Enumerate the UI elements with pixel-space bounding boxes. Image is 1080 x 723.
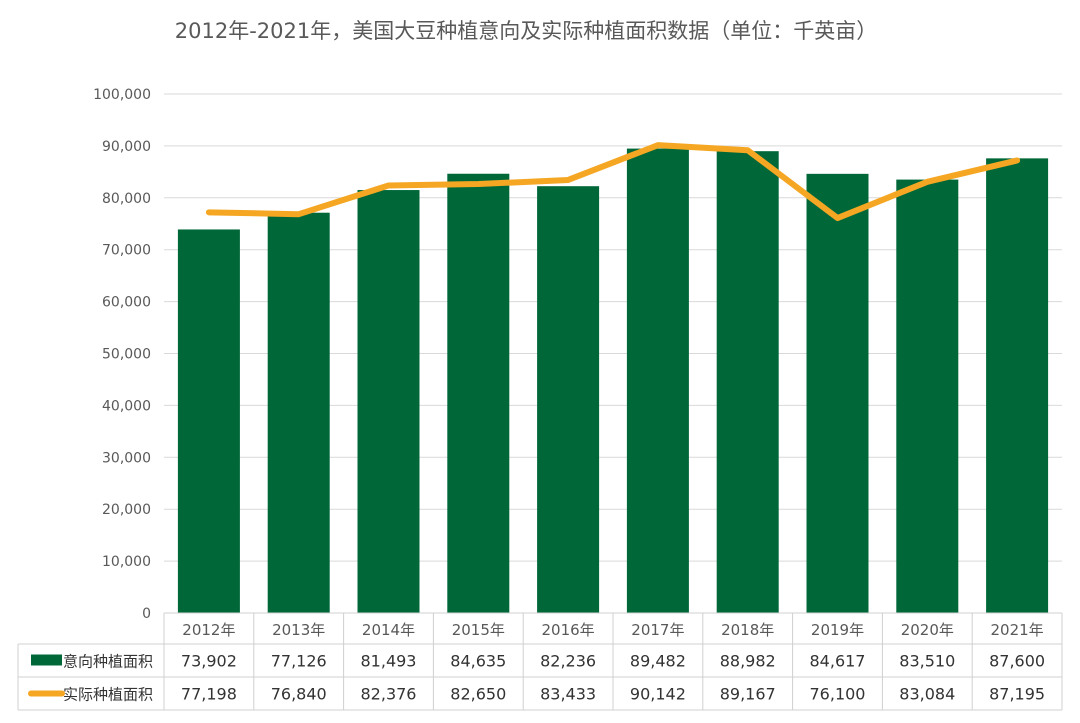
y-tick-label: 30,000 bbox=[102, 450, 151, 466]
y-tick-label: 100,000 bbox=[93, 87, 151, 103]
y-tick-label: 0 bbox=[142, 606, 151, 622]
x-tick-label: 2018年 bbox=[721, 621, 774, 639]
y-tick-label: 70,000 bbox=[102, 243, 151, 259]
y-tick-label: 20,000 bbox=[102, 502, 151, 518]
data-label-line: 82,650 bbox=[450, 685, 506, 704]
x-tick-label: 2020年 bbox=[901, 621, 954, 639]
bar bbox=[716, 151, 779, 614]
data-label-line: 82,376 bbox=[361, 685, 417, 704]
x-tick-label: 2015年 bbox=[452, 621, 505, 639]
bar bbox=[806, 173, 869, 613]
y-tick-label: 40,000 bbox=[102, 398, 151, 414]
data-label-bar: 84,635 bbox=[450, 652, 506, 671]
data-label-line: 83,084 bbox=[899, 685, 955, 704]
y-tick-label: 10,000 bbox=[102, 554, 151, 570]
bar bbox=[177, 229, 240, 614]
data-label-line: 76,840 bbox=[271, 685, 327, 704]
bar bbox=[267, 212, 330, 613]
x-tick-label: 2012年 bbox=[182, 621, 235, 639]
y-tick-label: 80,000 bbox=[102, 191, 151, 207]
legend-key-bar bbox=[31, 654, 62, 666]
data-label-line: 77,198 bbox=[181, 685, 237, 704]
data-label-line: 76,100 bbox=[810, 685, 866, 704]
data-label-bar: 81,493 bbox=[361, 652, 417, 671]
data-label-bar: 83,510 bbox=[899, 652, 955, 671]
bar bbox=[896, 179, 959, 613]
data-label-bar: 77,126 bbox=[271, 652, 327, 671]
data-label-bar: 89,482 bbox=[630, 652, 686, 671]
data-label-bar: 88,982 bbox=[720, 652, 776, 671]
x-tick-label: 2019年 bbox=[811, 621, 864, 639]
bar bbox=[626, 148, 689, 613]
bar-series bbox=[177, 148, 1049, 614]
data-label-bar: 82,236 bbox=[540, 652, 596, 671]
bar bbox=[986, 158, 1049, 613]
data-label-line: 90,142 bbox=[630, 685, 686, 704]
data-label-line: 83,433 bbox=[540, 685, 596, 704]
data-label-bar: 73,902 bbox=[181, 652, 237, 671]
y-axis-ticks: 0 10,000 20,000 30,000 40,000 50,000 60,000 70,… bbox=[93, 87, 151, 622]
legend-label-bar: 意向种植面积 bbox=[63, 653, 153, 671]
bar bbox=[357, 190, 420, 613]
x-tick-label: 2014年 bbox=[362, 621, 415, 639]
x-tick-label: 2021年 bbox=[991, 621, 1044, 639]
bar bbox=[537, 186, 600, 613]
x-tick-label: 2017年 bbox=[631, 621, 684, 639]
data-label-line: 87,195 bbox=[989, 685, 1045, 704]
line-series bbox=[205, 142, 1021, 222]
data-label-line: 89,167 bbox=[720, 685, 776, 704]
line-series-path bbox=[205, 142, 1021, 222]
x-tick-label: 2016年 bbox=[542, 621, 595, 639]
y-tick-label: 90,000 bbox=[102, 139, 151, 155]
legend-label-line: 实际种植面积 bbox=[63, 686, 153, 704]
x-tick-label: 2013年 bbox=[272, 621, 325, 639]
y-tick-label: 60,000 bbox=[102, 295, 151, 311]
bar bbox=[447, 173, 510, 613]
y-tick-label: 50,000 bbox=[102, 347, 151, 363]
data-label-bar: 84,617 bbox=[810, 652, 866, 671]
data-table: 2012年 2013年 2014年 2015年 2016年 2017年 2018年 2019年… bbox=[17, 612, 1063, 711]
data-label-bar: 87,600 bbox=[989, 652, 1045, 671]
chart-title: 2012年-2021年，美国大豆种植意向及实际种植面积数据（单位：千英亩） bbox=[175, 19, 877, 43]
